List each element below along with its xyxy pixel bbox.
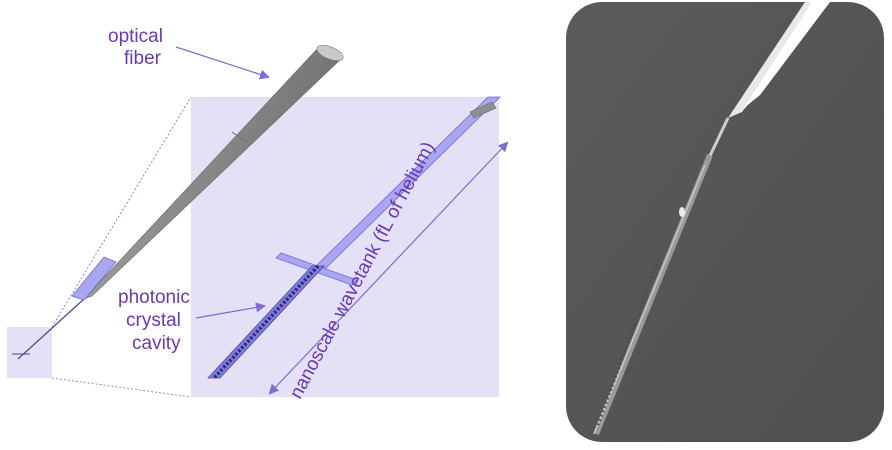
optical-fiber-label-line1: optical (108, 26, 163, 47)
wavetank-double-arrow (268, 141, 509, 395)
photonic-label-line1: photonic (118, 287, 190, 308)
zoom-connector-bottom (51, 377, 192, 398)
optical-fiber-arrow (175, 46, 270, 80)
optical-fiber (17, 45, 344, 360)
photonic-label-line2: crystal (126, 310, 181, 331)
photonic-label-line3: cavity (132, 333, 181, 354)
micrograph-panel (566, 2, 884, 442)
fiber-waveguide-segment (71, 256, 117, 301)
optical-fiber-label-line2: fiber (124, 48, 162, 69)
zoom-connector-top (51, 96, 192, 328)
photonic-crystal-arrow (195, 302, 266, 319)
